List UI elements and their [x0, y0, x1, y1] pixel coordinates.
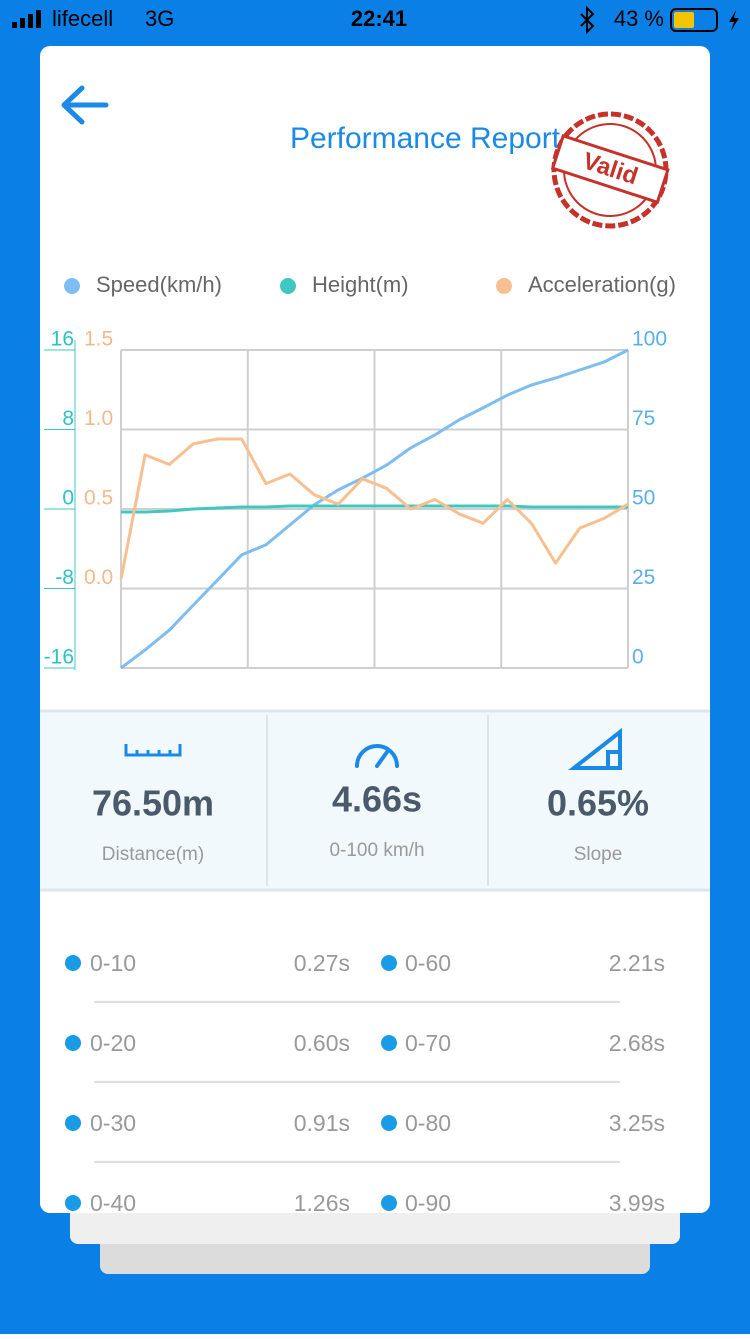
split-time: 3.99s — [609, 1190, 665, 1216]
series-line — [120, 348, 629, 670]
split-time: 0.60s — [294, 1030, 350, 1056]
signal — [12, 10, 41, 28]
charging-icon — [729, 10, 739, 31]
carrier: lifecell — [52, 6, 113, 31]
battery-icon — [670, 8, 718, 32]
split-time: 0.27s — [294, 950, 350, 976]
series-line — [121, 504, 628, 514]
stat-value: 4.66s — [332, 779, 422, 820]
stat-label: Distance(m) — [102, 844, 204, 865]
tick-label: 0 — [62, 487, 74, 510]
tick-label: 0.0 — [84, 566, 113, 589]
tick-label: 8 — [62, 407, 74, 430]
legend-swatch — [496, 278, 512, 294]
tick-label: -16 — [44, 646, 74, 669]
legend-label: Acceleration(g) — [528, 272, 676, 297]
split-label: 0-90 — [405, 1190, 451, 1216]
split-time: 2.21s — [609, 950, 665, 976]
split-label: 0-20 — [90, 1030, 136, 1056]
split-time: 2.68s — [609, 1030, 665, 1056]
network: 3G — [145, 6, 174, 31]
tick-label: 100 — [632, 328, 667, 351]
legend-label: Speed(km/h) — [96, 272, 222, 297]
tick-label: 1.0 — [84, 407, 113, 430]
split-dot — [381, 955, 397, 971]
split-label: 0-30 — [90, 1110, 136, 1136]
split-time: 3.25s — [609, 1110, 665, 1136]
tick-label: 0.5 — [84, 487, 113, 510]
split-time: 1.26s — [294, 1190, 350, 1216]
battery-fill — [674, 12, 694, 28]
stat-value: 0.65% — [547, 783, 649, 824]
split-dot — [381, 1195, 397, 1211]
ruler-icon — [124, 744, 182, 757]
split-label: 0-60 — [405, 950, 451, 976]
legend-label: Height(m) — [312, 272, 409, 297]
split-time: 0.91s — [294, 1110, 350, 1136]
tick-label: 1.5 — [84, 328, 113, 351]
split-dot — [65, 1115, 81, 1131]
battery-level: 43 % — [614, 6, 664, 31]
stat-label: 0-100 km/h — [329, 840, 424, 861]
split-dot — [381, 1115, 397, 1131]
gauge-icon — [355, 744, 399, 768]
split-dot — [65, 955, 81, 971]
split-dot — [65, 1195, 81, 1211]
stats-panel — [40, 710, 710, 892]
tick-label: 75 — [632, 407, 655, 430]
tick-label: -8 — [55, 566, 74, 589]
split-label: 0-10 — [90, 950, 136, 976]
stat-value: 76.50m — [92, 783, 214, 824]
stat-label: Slope — [574, 844, 623, 865]
series-line — [119, 437, 629, 580]
tick-label: 25 — [632, 566, 655, 589]
tick-label: 50 — [632, 487, 655, 510]
slope-icon — [568, 727, 622, 770]
split-label: 0-80 — [405, 1110, 451, 1136]
legend-swatch — [280, 278, 296, 294]
split-label: 0-40 — [90, 1190, 136, 1216]
tick-label: 0 — [632, 646, 644, 669]
bluetooth-icon — [580, 5, 595, 35]
clock: 22:41 — [351, 6, 407, 31]
page-title: Performance Report — [290, 122, 561, 155]
back-button[interactable] — [61, 85, 109, 125]
split-label: 0-70 — [405, 1030, 451, 1056]
split-dot — [381, 1035, 397, 1051]
tick-label: 16 — [51, 328, 74, 351]
split-dot — [65, 1035, 81, 1051]
legend-swatch — [64, 278, 80, 294]
splits: 0-10 0.27s 0-60 2.21s 0-20 0.60s 0-70 2.68s 0-30… — [65, 950, 665, 1216]
